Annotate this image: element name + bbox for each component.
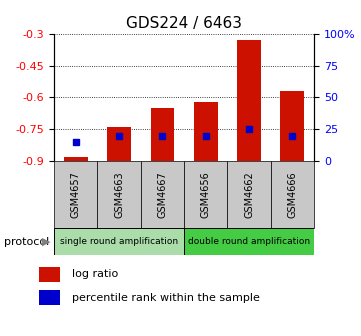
Text: percentile rank within the sample: percentile rank within the sample: [71, 293, 260, 303]
Bar: [184, 161, 227, 228]
Text: log ratio: log ratio: [71, 269, 118, 279]
Bar: [54, 161, 97, 228]
Text: ▶: ▶: [42, 237, 50, 247]
Bar: [39, 267, 60, 282]
Text: protocol: protocol: [4, 237, 49, 247]
Text: GSM4666: GSM4666: [287, 172, 297, 218]
Bar: [64, 157, 88, 161]
Text: GSM4667: GSM4667: [157, 171, 168, 218]
Text: GSM4657: GSM4657: [71, 171, 81, 218]
Title: GDS224 / 6463: GDS224 / 6463: [126, 16, 242, 31]
Text: GSM4663: GSM4663: [114, 172, 124, 218]
Bar: [184, 228, 314, 255]
Bar: [107, 127, 131, 161]
Bar: [227, 161, 271, 228]
Text: single round amplification: single round amplification: [60, 238, 178, 246]
Bar: [237, 40, 261, 161]
Bar: [54, 228, 184, 255]
Text: GSM4656: GSM4656: [201, 171, 211, 218]
Bar: [141, 161, 184, 228]
Bar: [194, 102, 218, 161]
Bar: [280, 91, 304, 161]
Bar: [151, 108, 174, 161]
Text: double round amplification: double round amplification: [188, 238, 310, 246]
Text: GSM4662: GSM4662: [244, 171, 254, 218]
Bar: [271, 161, 314, 228]
Bar: [97, 161, 141, 228]
Bar: [39, 290, 60, 305]
